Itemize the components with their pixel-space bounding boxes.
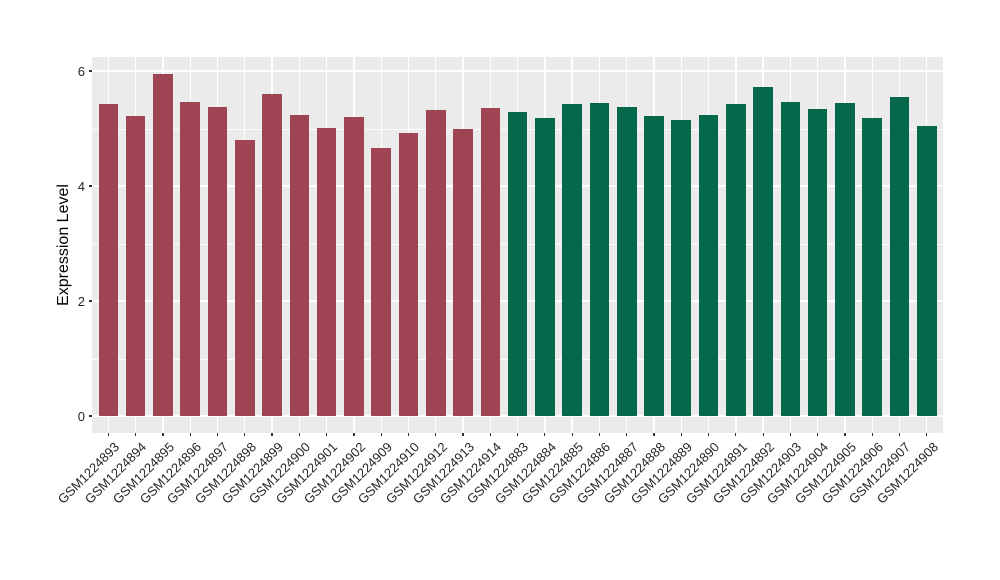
bar [316, 127, 337, 416]
x-tick-mark [626, 433, 628, 436]
bar [235, 140, 255, 416]
bar [535, 118, 555, 416]
y-tick-label: 0 [77, 408, 85, 424]
y-tick-mark [89, 185, 92, 187]
x-tick-mark [898, 433, 901, 436]
x-tick-mark [544, 433, 546, 436]
x-tick-mark [653, 433, 655, 436]
x-tick-mark [571, 433, 573, 436]
x-tick-mark [216, 433, 219, 436]
bar [917, 126, 937, 416]
x-tick-mark [380, 433, 382, 436]
bar [862, 117, 883, 416]
bar [671, 119, 692, 416]
x-tick-mark [244, 433, 246, 436]
x-tick-mark [107, 433, 109, 436]
bar [453, 128, 473, 416]
x-tick-mark [162, 433, 164, 436]
y-major-gridline [92, 415, 943, 417]
bar [153, 74, 173, 416]
bar [507, 111, 528, 416]
bar [125, 115, 146, 416]
x-tick-mark [435, 433, 437, 436]
y-tick-label: 4 [77, 178, 85, 194]
bar [425, 110, 446, 416]
x-tick-mark [707, 433, 710, 436]
x-tick-mark [817, 433, 819, 436]
bar [835, 103, 855, 416]
x-tick-mark [298, 433, 300, 436]
bar [98, 103, 119, 416]
x-tick-mark [762, 433, 764, 436]
bar [644, 116, 664, 416]
x-tick-mark [407, 433, 410, 436]
bar [807, 108, 828, 416]
y-tick-label: 6 [77, 63, 85, 79]
bar [398, 133, 419, 416]
bar [289, 115, 310, 416]
chart-panel [92, 57, 943, 433]
y-major-gridline [92, 70, 943, 72]
bar [616, 107, 637, 416]
x-tick-mark [271, 433, 273, 436]
x-tick-mark [598, 433, 601, 436]
x-tick-mark [789, 433, 791, 436]
bar [562, 104, 582, 416]
bar [371, 148, 391, 416]
bar [698, 115, 719, 416]
bar [262, 94, 282, 416]
y-tick-mark [89, 300, 92, 302]
bar [180, 102, 201, 416]
bar [589, 103, 610, 416]
y-axis-title: Expression Level [55, 184, 72, 306]
y-tick-mark [89, 415, 92, 417]
x-tick-mark [489, 433, 491, 436]
x-tick-mark [735, 433, 737, 436]
x-tick-mark [844, 433, 846, 436]
bar [207, 107, 228, 416]
bar [753, 87, 773, 416]
x-tick-mark [135, 433, 137, 436]
y-tick-label: 2 [77, 293, 85, 309]
x-tick-mark [680, 433, 682, 436]
x-tick-mark [926, 433, 928, 436]
x-tick-mark [871, 433, 873, 436]
x-tick-mark [326, 433, 328, 436]
bar [780, 102, 801, 416]
y-tick-mark [89, 70, 92, 72]
x-tick-mark [462, 433, 464, 436]
bar [726, 104, 746, 416]
bar [480, 107, 501, 416]
bar [889, 96, 910, 416]
bar [344, 117, 364, 416]
x-tick-mark [353, 433, 355, 436]
x-tick-mark [517, 433, 519, 436]
x-tick-mark [189, 433, 191, 436]
